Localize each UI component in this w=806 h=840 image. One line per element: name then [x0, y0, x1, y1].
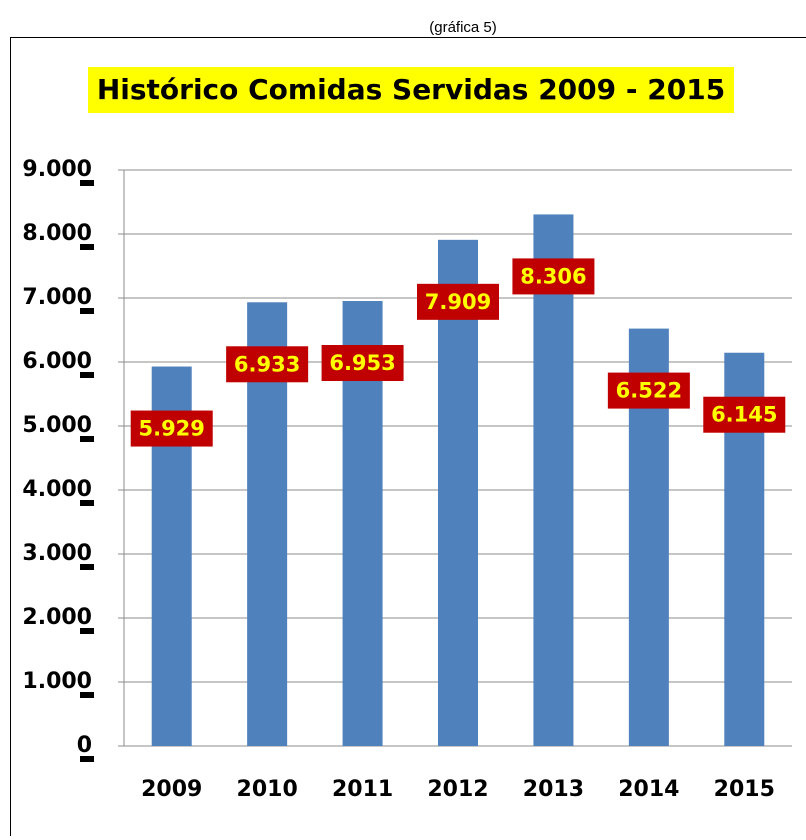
x-tick-label: 2009 — [141, 777, 202, 802]
data-label: 8.306 — [520, 264, 586, 288]
y-tick-label: 4.000 — [22, 477, 92, 502]
data-label: 6.522 — [616, 379, 682, 403]
y-tick-label: 3.000 — [22, 541, 92, 566]
data-label: 6.933 — [234, 352, 300, 376]
y-tick-label: 8.000 — [22, 221, 92, 246]
y-tick-label: 7.000 — [22, 285, 92, 310]
y-tick-label: 0 — [77, 733, 92, 758]
x-tick-label: 2015 — [714, 777, 775, 802]
y-tick-label: 2.000 — [22, 605, 92, 630]
y-tick-label: 6.000 — [22, 349, 92, 374]
y-tick-label: 1.000 — [22, 669, 92, 694]
x-tick-label: 2011 — [332, 777, 393, 802]
data-label: 7.909 — [425, 290, 491, 314]
data-label: 5.929 — [138, 417, 204, 441]
x-tick-label: 2010 — [237, 777, 298, 802]
data-label: 6.145 — [711, 403, 777, 427]
x-tick-label: 2014 — [618, 777, 679, 802]
chart-title: Histórico Comidas Servidas 2009 - 2015 — [97, 73, 725, 106]
y-tick-label: 9.000 — [22, 157, 92, 182]
x-tick-label: 2013 — [523, 777, 584, 802]
x-tick-label: 2012 — [427, 777, 488, 802]
chart-border — [11, 38, 806, 837]
caption: (gráfica 5) — [429, 19, 497, 36]
data-label: 6.953 — [329, 351, 395, 375]
y-tick-label: 5.000 — [22, 413, 92, 438]
